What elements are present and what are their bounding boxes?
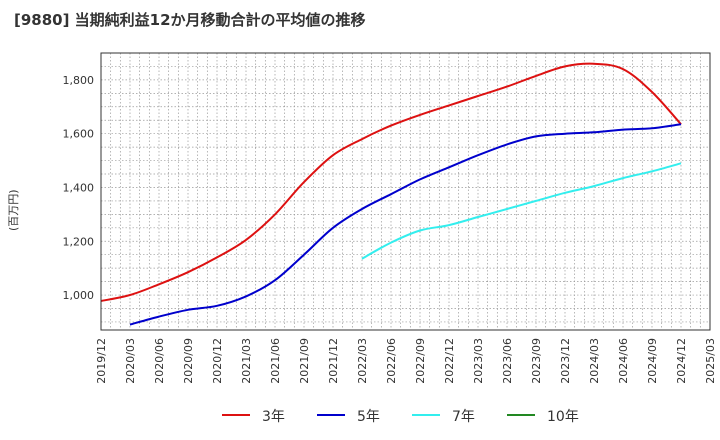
legend: 3年 5年 7年 10年: [0, 400, 720, 430]
x-tick-label: 2024/12: [675, 338, 688, 384]
x-tick-label: 2021/06: [269, 338, 282, 384]
legend-swatch: [507, 414, 535, 416]
x-tick-label: 2019/12: [95, 338, 108, 384]
x-tick-label: 2020/09: [182, 338, 195, 384]
legend-swatch: [222, 414, 250, 416]
x-tick-label: 2023/12: [559, 338, 572, 384]
x-tick-label: 2021/03: [240, 338, 253, 384]
x-tick-label: 2020/03: [124, 338, 137, 384]
x-tick-label: 2023/06: [501, 338, 514, 384]
y-tick-label: 1,000: [63, 289, 95, 302]
series-line-3: [361, 162, 682, 260]
x-tick-label: 2022/06: [385, 338, 398, 384]
line-chart: 1,000 1,200 1,400 1,600 1,800 2019/12 2020/03…: [63, 52, 717, 384]
legend-swatch: [412, 414, 440, 416]
y-tick-label: 1,200: [63, 235, 95, 248]
series-lines: [100, 62, 682, 326]
legend-label: 3年: [262, 409, 285, 425]
legend-label: 7年: [452, 409, 475, 425]
x-tick-label: 2021/09: [298, 338, 311, 384]
x-tick-label: 2024/09: [646, 338, 659, 384]
x-tick-label: 2025/03: [704, 338, 717, 384]
x-tick-label: 2023/03: [472, 338, 485, 384]
chart-title: [9880] 当期純利益12か月移動合計の平均値の推移: [14, 11, 366, 29]
legend-swatch: [317, 414, 345, 416]
legend-label: 10年: [547, 409, 579, 425]
y-tick-label: 1,800: [63, 74, 95, 87]
x-tick-label: 2022/03: [356, 338, 369, 384]
series-line-2: [129, 123, 682, 326]
y-tick-label: 1,400: [63, 181, 95, 194]
x-tick-labels: 2019/12 2020/03 2020/06 2020/09 2020/12 2021/…: [95, 338, 717, 384]
series-line-1: [100, 62, 682, 302]
grid-lines: [100, 52, 711, 330]
x-tick-label: 2020/12: [211, 338, 224, 384]
x-tick-label: 2022/12: [443, 338, 456, 384]
y-tick-label: 1,600: [63, 128, 95, 141]
x-tick-label: 2024/06: [617, 338, 630, 384]
x-tick-label: 2024/03: [588, 338, 601, 384]
legend-label: 5年: [357, 409, 380, 425]
plot-frame: [100, 52, 711, 331]
x-tick-label: 2020/06: [153, 338, 166, 384]
y-tick-labels: 1,000 1,200 1,400 1,600 1,800: [63, 74, 95, 302]
x-tick-label: 2021/12: [327, 338, 340, 384]
x-tick-label: 2023/09: [530, 338, 543, 384]
x-tick-label: 2022/09: [414, 338, 427, 384]
